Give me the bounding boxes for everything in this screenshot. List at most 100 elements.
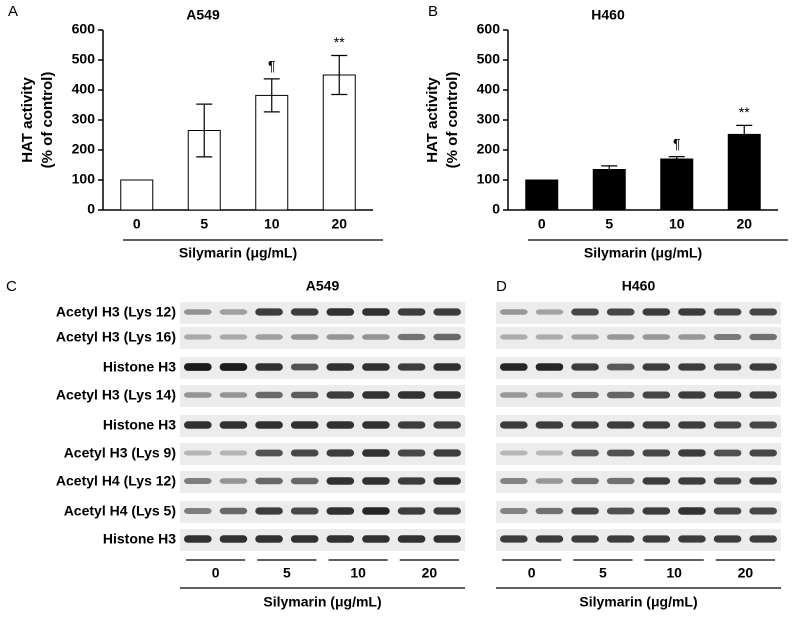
blot-band [184,421,212,429]
blot-band [362,308,390,316]
panel-label: C [6,278,17,295]
error-bar [668,156,685,162]
blot-strip [496,302,781,324]
blot-band [749,333,777,341]
blot-band [571,535,599,543]
blot-band [713,535,742,543]
blot-band [397,477,426,485]
blot-band [678,391,706,399]
row-label: Histone H3 [103,417,176,433]
significance-mark: ** [334,34,345,50]
blot-band [642,334,671,340]
blot-band [535,535,564,543]
blot-band [571,363,599,371]
y-tick-label: 600 [72,21,96,37]
blot-band [642,449,671,457]
blot-band [290,308,319,316]
y-tick-label: 600 [477,21,501,37]
y-axis-label: (% of control) [444,72,461,169]
blot-band [606,363,635,371]
blot-band [326,449,355,457]
dose-label: 0 [528,565,536,581]
blot-band [219,334,248,340]
blot-band [500,421,528,429]
blot-band [184,392,212,398]
blot-band [642,507,671,515]
blot-band [433,535,461,543]
error-bar [331,54,348,96]
blot-title: H460 [622,278,656,294]
x-axis-label: Silymarin (μg/mL) [263,594,381,610]
bar [592,169,626,211]
blot-band [535,478,564,484]
blot-band [749,391,777,399]
x-axis-label: Silymarin (μg/mL) [579,594,697,610]
blot-band [184,508,212,514]
blot-band [606,391,635,399]
blot-strip [180,302,465,324]
blot-band [362,363,390,371]
blot-band [642,535,671,543]
blot-band [219,450,248,456]
y-tick-label: 500 [477,51,501,67]
row-label: Acetyl H4 (Lys 5) [64,503,176,519]
blot-band [255,363,283,371]
x-tick-label: 5 [605,216,613,232]
blot-band [184,334,212,340]
x-tick-label: 10 [669,216,685,232]
blot-band [433,507,461,515]
chart-title: A549 [186,7,220,23]
dose-label: 0 [212,565,220,581]
blot-band [678,308,706,316]
blot-band [290,507,319,515]
blot-strip [180,357,465,379]
blot-band [749,421,777,429]
blot-band [290,334,319,340]
blot-band [433,391,461,399]
blot-band [433,308,461,316]
blot-band [397,391,426,399]
y-tick-label: 0 [492,201,500,217]
blot-strip [180,501,465,523]
blot-band [535,507,564,515]
blot-band [184,450,212,456]
blot-band [606,421,635,429]
blot-band [713,333,742,341]
blot-strip [180,415,465,437]
blot-band [571,308,599,316]
blot-strip [180,471,465,493]
blot-strip [496,357,781,379]
blot-band [255,477,283,485]
blot-band [433,333,461,341]
blot-band [713,391,742,399]
blot-band [184,309,212,315]
y-tick-label: 100 [477,171,501,187]
blot-band [290,477,319,485]
y-axis-label: HAT activity [424,77,441,163]
blot-band [290,449,319,457]
dose-label: 20 [422,565,438,581]
bar [525,179,559,211]
blot-band [606,449,635,457]
blot-band [255,421,283,429]
blot-strip [180,327,465,349]
blot-band [678,421,706,429]
blot-band [397,421,426,429]
error-bar [736,124,753,144]
blot-band [397,333,426,341]
blot-band [326,391,355,399]
y-tick-label: 300 [72,111,96,127]
blot-band [500,363,528,371]
blot-band [362,507,390,515]
blot-band [678,535,706,543]
significance-mark: ** [739,104,750,120]
blot-band [397,449,426,457]
blot-band [500,508,528,514]
blot-band [184,535,212,543]
blot-band [571,507,599,515]
blot-band [606,507,635,515]
blot-band [606,477,635,485]
blot-band [749,308,777,316]
row-label: Acetyl H3 (Lys 12) [56,304,176,320]
